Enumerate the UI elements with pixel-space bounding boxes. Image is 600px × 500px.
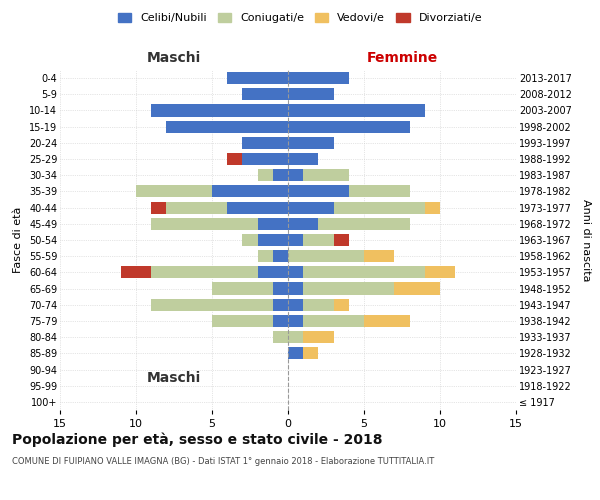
Bar: [288, 348, 303, 360]
Bar: [288, 266, 303, 278]
Bar: [425, 266, 455, 278]
Bar: [303, 315, 364, 327]
Bar: [242, 153, 288, 165]
Bar: [257, 169, 273, 181]
Bar: [273, 315, 288, 327]
Bar: [288, 218, 319, 230]
Bar: [227, 72, 288, 84]
Legend: Celibi/Nubili, Coniugati/e, Vedovi/e, Divorziati/e: Celibi/Nubili, Coniugati/e, Vedovi/e, Di…: [113, 8, 487, 28]
Bar: [288, 137, 334, 149]
Bar: [319, 218, 410, 230]
Text: Maschi: Maschi: [147, 51, 201, 65]
Bar: [303, 348, 319, 360]
Bar: [303, 234, 334, 246]
Bar: [273, 169, 288, 181]
Text: Popolazione per età, sesso e stato civile - 2018: Popolazione per età, sesso e stato civil…: [12, 432, 383, 447]
Bar: [151, 104, 288, 117]
Bar: [288, 186, 349, 198]
Bar: [288, 331, 303, 343]
Bar: [303, 282, 394, 294]
Bar: [364, 315, 410, 327]
Bar: [151, 298, 273, 311]
Bar: [288, 88, 334, 101]
Bar: [288, 202, 334, 213]
Bar: [273, 298, 288, 311]
Bar: [288, 72, 349, 84]
Bar: [151, 218, 257, 230]
Bar: [273, 331, 288, 343]
Bar: [334, 234, 349, 246]
Bar: [288, 104, 425, 117]
Bar: [288, 169, 303, 181]
Bar: [166, 202, 227, 213]
Bar: [288, 298, 303, 311]
Text: Maschi: Maschi: [147, 371, 201, 385]
Bar: [303, 169, 349, 181]
Bar: [288, 120, 410, 132]
Bar: [364, 250, 394, 262]
Y-axis label: Fasce di età: Fasce di età: [13, 207, 23, 273]
Bar: [121, 266, 151, 278]
Bar: [242, 234, 257, 246]
Y-axis label: Anni di nascita: Anni di nascita: [581, 198, 591, 281]
Bar: [288, 234, 303, 246]
Bar: [303, 266, 425, 278]
Text: COMUNE DI FUIPIANO VALLE IMAGNA (BG) - Dati ISTAT 1° gennaio 2018 - Elaborazione: COMUNE DI FUIPIANO VALLE IMAGNA (BG) - D…: [12, 458, 434, 466]
Bar: [288, 315, 303, 327]
Bar: [151, 266, 257, 278]
Bar: [242, 137, 288, 149]
Bar: [227, 202, 288, 213]
Bar: [288, 282, 303, 294]
Bar: [136, 186, 212, 198]
Bar: [273, 282, 288, 294]
Bar: [257, 250, 273, 262]
Text: Femmine: Femmine: [367, 51, 437, 65]
Bar: [166, 120, 288, 132]
Bar: [288, 250, 364, 262]
Bar: [242, 88, 288, 101]
Bar: [273, 250, 288, 262]
Bar: [394, 282, 440, 294]
Bar: [257, 266, 288, 278]
Bar: [303, 298, 334, 311]
Bar: [257, 234, 288, 246]
Bar: [212, 186, 288, 198]
Bar: [349, 186, 410, 198]
Bar: [257, 218, 288, 230]
Bar: [212, 282, 273, 294]
Bar: [425, 202, 440, 213]
Bar: [227, 153, 242, 165]
Bar: [288, 153, 319, 165]
Bar: [334, 202, 425, 213]
Bar: [212, 315, 273, 327]
Bar: [334, 298, 349, 311]
Bar: [303, 331, 334, 343]
Bar: [151, 202, 166, 213]
